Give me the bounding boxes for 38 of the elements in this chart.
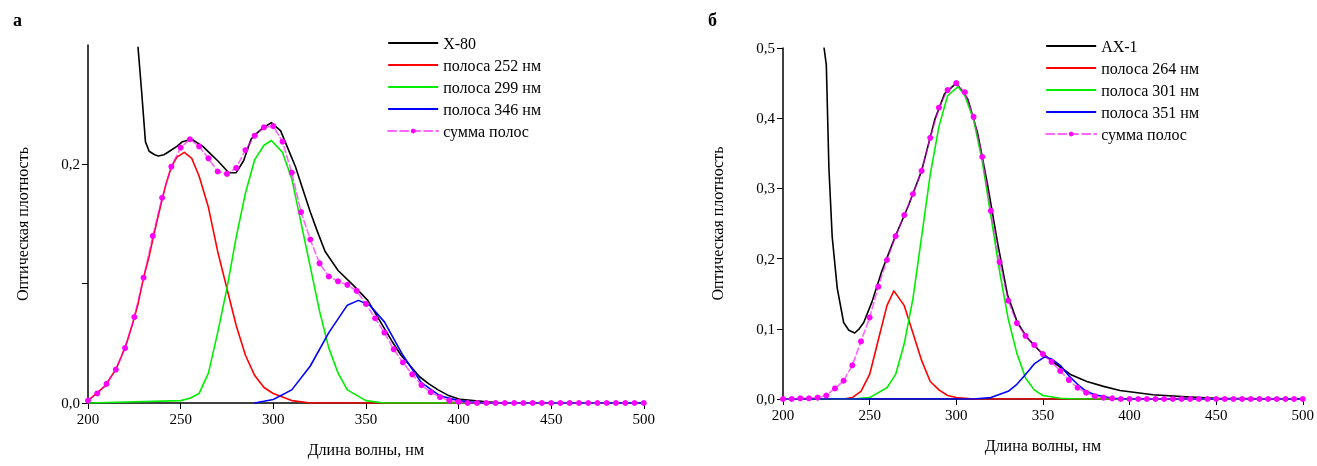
x-tick-label: 200 (771, 406, 795, 423)
y-tick-label: 0,3 (756, 180, 775, 197)
y-axis-title: Оптическая плотность (708, 146, 726, 301)
x-tick-label: 200 (76, 410, 100, 427)
x-tick-label: 300 (945, 406, 968, 423)
x-tick-label: 400 (1118, 406, 1141, 423)
x-tick-label: 250 (858, 406, 881, 423)
x-tick-label: 500 (1291, 406, 1314, 423)
y-axis-title: Оптическая плотность (13, 147, 31, 301)
y-tick-label: 0,0 (756, 391, 775, 407)
y-tick-label: 0,5 (756, 40, 775, 56)
legend-label: полоса 299 нм (443, 78, 542, 96)
legend-label: полоса 301 нм (1101, 81, 1200, 99)
y-tick-label: 0,1 (756, 320, 775, 337)
x-tick-label: 250 (169, 410, 192, 427)
legend-label: сумма полос (443, 122, 529, 141)
legend-label: полоса 252 нм (443, 56, 542, 74)
x-tick-label: 350 (1031, 406, 1055, 423)
legend-label: сумма полос (1101, 125, 1187, 144)
legend-label: AX-1 (1101, 37, 1138, 55)
y-tick-label: 0,4 (756, 110, 776, 127)
y-tick-label: 0,2 (61, 156, 80, 173)
chart-title: а (13, 10, 22, 30)
chart-title: б (708, 10, 717, 30)
x-tick-label: 500 (632, 410, 655, 427)
x-axis-title: Длина волны, нм (984, 436, 1102, 455)
legend-label: полоса 351 нм (1101, 103, 1200, 121)
x-tick-label: 400 (447, 410, 470, 427)
y-tick-label: 0,0 (61, 395, 80, 411)
x-tick-label: 300 (262, 410, 285, 427)
legend-label: полоса 264 нм (1101, 59, 1200, 77)
legend-label: полоса 346 нм (443, 100, 542, 118)
x-tick-label: 350 (354, 410, 378, 427)
x-tick-label: 450 (1204, 406, 1228, 423)
y-tick-label: 0,2 (756, 250, 775, 267)
x-axis-title: Длина волны, нм (307, 440, 425, 459)
legend-label: X-80 (443, 34, 477, 52)
x-tick-label: 450 (539, 410, 563, 427)
